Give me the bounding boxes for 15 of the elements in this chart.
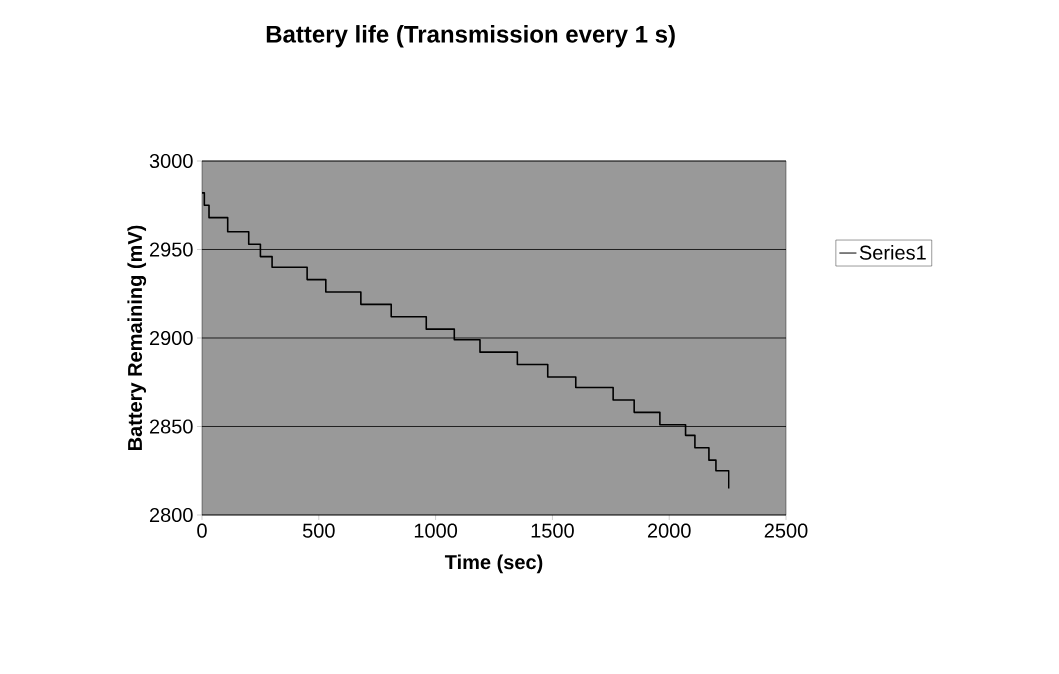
y-tick-label: 2850 [149,419,193,434]
y-tick-label: 3000 [149,153,193,169]
y-axis-title: Battery Remaining (mV) [127,225,147,451]
x-tick-label: 500 [302,523,335,538]
legend-label: Series1 [859,245,926,260]
y-tick-label: 2950 [149,242,193,257]
y-tick-label: 2900 [149,330,193,346]
x-tick-label: 1000 [414,523,458,538]
chart-title: Battery life (Transmission every 1 s) [266,25,675,48]
x-axis-title: Time (sec) [444,554,543,574]
x-tick-label: 1500 [531,523,574,538]
x-tick-label: 0 [197,523,207,538]
x-tick-label: 2000 [647,523,691,538]
x-tick-label: 2500 [764,523,808,538]
y-tick-label: 2800 [149,507,193,523]
